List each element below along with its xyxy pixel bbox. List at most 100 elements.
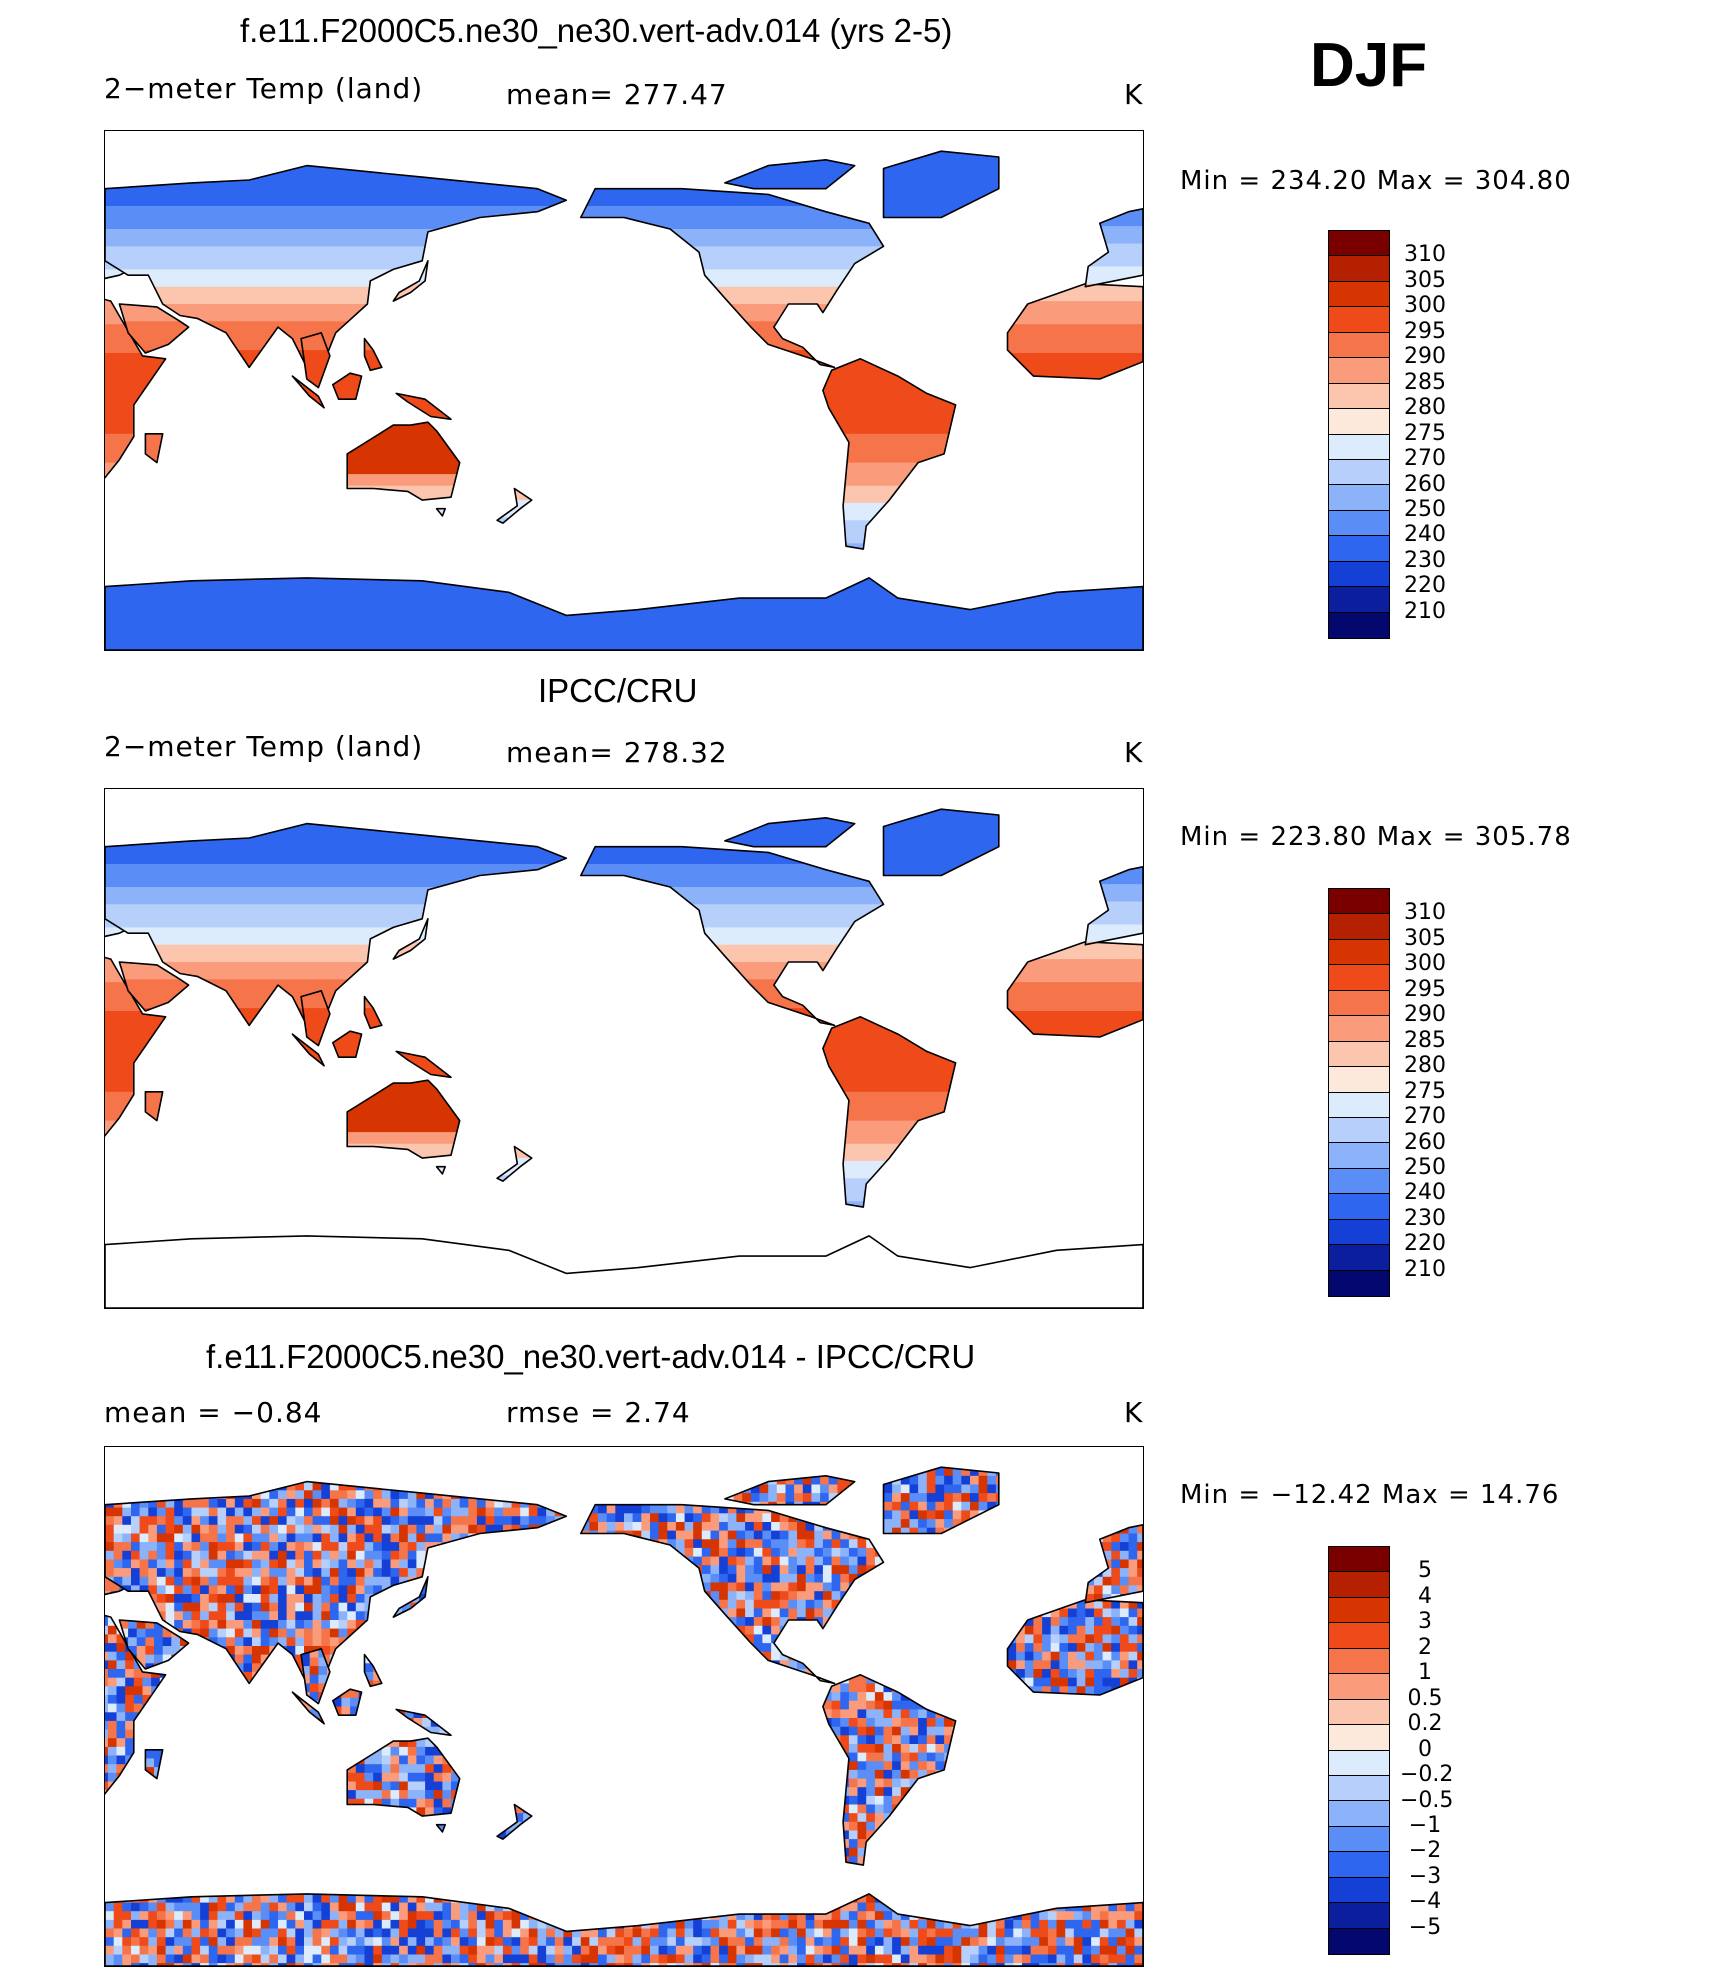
colorbar-swatch <box>1329 1852 1389 1878</box>
land-west-africa-edge <box>1006 283 1143 380</box>
panel-2-minmax: Min = 223.80 Max = 305.78 <box>1180 822 1572 852</box>
panel-1-units: K <box>1124 78 1144 111</box>
land-asia <box>105 1480 568 1685</box>
land-new-zealand <box>496 487 533 524</box>
colorbar-label: 285 <box>1404 369 1446 395</box>
colorbar-swatch <box>1329 1041 1389 1068</box>
colorbar-label: 210 <box>1404 1256 1446 1282</box>
colorbar-swatch <box>1329 358 1389 384</box>
map-canvas <box>105 150 1143 650</box>
panel-1-map <box>104 130 1144 651</box>
map-canvas <box>105 1466 1143 1966</box>
colorbar-swatch <box>1329 536 1389 562</box>
panel-2-units: K <box>1124 736 1144 769</box>
colorbar-swatch <box>1329 256 1389 282</box>
land-australia <box>346 1737 461 1817</box>
land-japan <box>392 1576 429 1618</box>
colorbar-label: 310 <box>1404 242 1446 268</box>
colorbar-swatch <box>1329 1143 1389 1169</box>
map-canvas <box>105 808 1143 1308</box>
colorbar-label: 210 <box>1404 598 1446 624</box>
land-madagascar <box>144 1748 164 1780</box>
colorbar-label: 1 <box>1418 1660 1432 1686</box>
colorbar-swatch <box>1329 965 1389 991</box>
colorbar-label: −3 <box>1408 1863 1442 1889</box>
colorbar-swatch <box>1329 1699 1389 1726</box>
land-arabia <box>118 303 190 354</box>
colorbar-label: 260 <box>1404 1129 1446 1155</box>
land-west-africa-edge <box>1006 1599 1143 1696</box>
panel-3-rmse-label: rmse = 2.74 <box>506 1396 691 1429</box>
colorbar-swatch <box>1329 1547 1389 1573</box>
colorbar-swatch <box>1329 990 1389 1017</box>
colorbar-label: 240 <box>1404 1180 1446 1206</box>
panel-1-mean-label: mean= 277.47 <box>506 78 728 111</box>
colorbar-label: 295 <box>1404 318 1446 344</box>
colorbar-swatch <box>1329 1674 1389 1700</box>
land-se-asia <box>300 332 331 389</box>
land-philippines <box>363 995 383 1030</box>
panel-3-title: f.e11.F2000C5.ne30_ne30.vert-adv.014 - I… <box>206 1338 976 1375</box>
colorbar-swatch <box>1329 231 1389 257</box>
land-borneo <box>332 1688 363 1717</box>
land-north-america <box>579 845 885 1027</box>
colorbar-label: 3 <box>1418 1609 1432 1635</box>
colorbar-label: −0.2 <box>1400 1762 1454 1788</box>
colorbar-swatch <box>1329 1194 1389 1220</box>
colorbar-swatch <box>1329 383 1389 410</box>
land-new-zealand <box>496 1803 533 1840</box>
colorbar-label: 275 <box>1404 1078 1446 1104</box>
land-antarctica <box>105 577 1143 650</box>
colorbar-label: 220 <box>1404 573 1446 599</box>
panel-1-variable-label: 2−meter Temp (land) <box>104 72 424 105</box>
colorbar-swatch <box>1329 561 1389 588</box>
colorbar-swatch <box>1329 1092 1389 1118</box>
land-australia <box>346 1079 461 1159</box>
colorbar-swatch <box>1329 1750 1389 1776</box>
land-south-america <box>822 1016 957 1208</box>
colorbar-label: 2 <box>1418 1634 1432 1660</box>
colorbar-swatch <box>1329 1219 1389 1246</box>
colorbar-label: 0 <box>1418 1736 1432 1762</box>
colorbar-label: 260 <box>1404 471 1446 497</box>
colorbar-label: 220 <box>1404 1231 1446 1257</box>
colorbar-swatch <box>1329 1801 1389 1827</box>
panel-3-map <box>104 1446 1144 1967</box>
colorbar-label: 270 <box>1404 446 1446 472</box>
colorbar-swatch <box>1329 1016 1389 1042</box>
colorbar-label: 240 <box>1404 522 1446 548</box>
colorbar-swatch <box>1329 1572 1389 1598</box>
colorbar-label: 305 <box>1404 267 1446 293</box>
land-asia <box>105 164 568 369</box>
colorbar-swatch <box>1329 1623 1389 1649</box>
colorbar-swatch <box>1329 1270 1389 1296</box>
colorbar-label: 290 <box>1404 1002 1446 1028</box>
land-south-america <box>822 358 957 550</box>
land-sumatra <box>291 1033 325 1067</box>
colorbar-swatch <box>1329 914 1389 940</box>
colorbar-swatch <box>1329 434 1389 460</box>
land-arctic-islands <box>724 158 856 190</box>
colorbar-label: −5 <box>1408 1914 1442 1940</box>
land-tasmania <box>435 1165 447 1175</box>
colorbar-swatch <box>1329 485 1389 511</box>
colorbar-label: 250 <box>1404 496 1446 522</box>
land-north-america <box>579 1503 885 1685</box>
colorbar-label: −2 <box>1408 1838 1442 1864</box>
panel-2-map <box>104 788 1144 1309</box>
land-antarctica <box>105 1893 1143 1966</box>
colorbar-label: 280 <box>1404 1053 1446 1079</box>
colorbar-swatch <box>1329 1597 1389 1624</box>
colorbar-label: 295 <box>1404 976 1446 1002</box>
colorbar-label: −1 <box>1408 1812 1442 1838</box>
land-tasmania <box>435 507 447 517</box>
land-europe-edge <box>1084 1524 1143 1604</box>
land-outline-antarctica <box>105 1235 1143 1308</box>
colorbar-label: 0.5 <box>1407 1685 1443 1711</box>
land-philippines <box>363 337 383 372</box>
land-europe-edge <box>1084 866 1143 946</box>
land-greenland <box>882 150 1000 219</box>
colorbar-label: 300 <box>1404 293 1446 319</box>
land-greenland <box>882 808 1000 877</box>
colorbar-swatch <box>1329 1877 1389 1904</box>
